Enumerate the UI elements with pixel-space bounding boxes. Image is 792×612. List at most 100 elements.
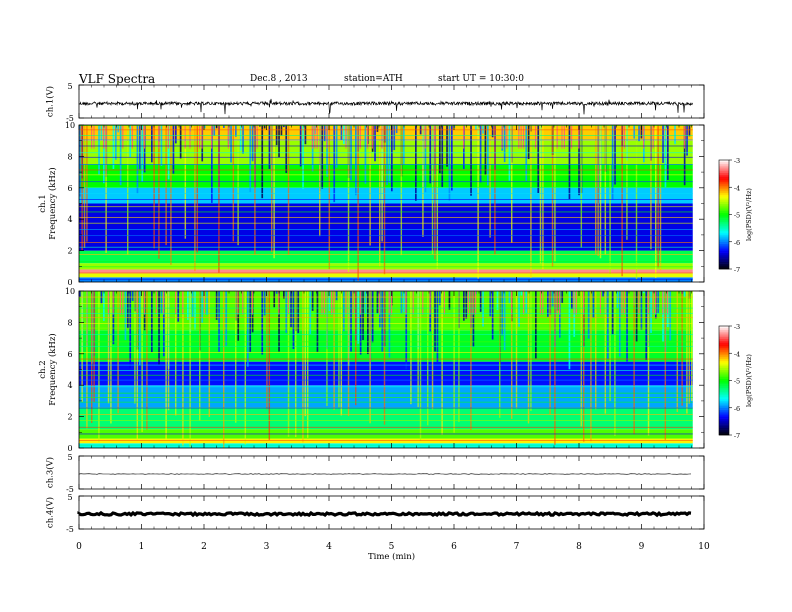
texture-hot [201, 125, 203, 149]
colorbar-step [719, 415, 729, 418]
colorbar-step [719, 433, 729, 436]
colorbar-step [719, 378, 729, 381]
colorbar-step [719, 422, 729, 425]
texture-dark [371, 291, 374, 343]
texture-bright [86, 125, 88, 242]
texture-bright [551, 125, 554, 267]
texture-hline [79, 235, 693, 237]
texture-bright [105, 125, 107, 253]
colorbar-step [719, 395, 729, 398]
texture-bright [635, 125, 638, 280]
texture-dark [350, 291, 352, 352]
spec-ytick-label: 10 [65, 287, 75, 296]
texture-dark [285, 125, 288, 173]
colorbar-step [719, 210, 729, 213]
colorbar-step [719, 376, 729, 379]
texture-bright [614, 291, 616, 436]
spec-ylabel-channel: ch.2 [38, 360, 48, 378]
colorbar-step [719, 382, 729, 385]
texture-dark [496, 291, 499, 311]
texture-dark [323, 125, 326, 142]
texture-bright [595, 125, 597, 254]
colorbar-step [719, 400, 729, 403]
colorbar-step [719, 178, 729, 181]
texture-bright [453, 291, 455, 433]
colorbar-step [719, 355, 729, 358]
texture-hot [463, 125, 465, 149]
texture-hot [443, 291, 445, 315]
texture-dark [441, 125, 444, 188]
texture-hline [79, 164, 693, 165]
texture-hline [79, 246, 693, 248]
texture-dark [167, 125, 170, 180]
colorbar-step [719, 241, 729, 244]
colorbar-step [719, 384, 729, 387]
texture-bright [223, 291, 225, 448]
x-tick-label: 3 [264, 542, 270, 552]
colorbar-step [719, 212, 729, 215]
texture-dark [657, 291, 660, 313]
texture-dark [518, 291, 520, 327]
texture-hline [79, 374, 693, 376]
texture-dark [316, 291, 319, 352]
texture-hot [345, 291, 347, 315]
texture-hot [359, 125, 361, 149]
texture-dark [688, 125, 691, 137]
texture-hline [79, 307, 693, 309]
colorbar-step [719, 396, 729, 399]
x-tick-label: 7 [514, 542, 520, 552]
texture-dark [393, 125, 396, 151]
colorbar-step [719, 229, 729, 232]
texture-bright [436, 125, 439, 269]
texture-hot [326, 125, 328, 149]
spec-ytick-label: 8 [67, 318, 72, 327]
texture-hline [79, 433, 693, 435]
texture-hot [182, 291, 184, 315]
spec-ytick-label: 0 [67, 444, 72, 453]
texture-hot [578, 125, 580, 149]
texture-hot [501, 125, 503, 149]
x-axis-label: Time (min) [368, 551, 415, 562]
texture-dark [491, 291, 494, 340]
colorbar-step [719, 169, 729, 172]
colorbar-tick-label: -3 [734, 157, 740, 165]
texture-dark [160, 125, 163, 166]
colorbar-step [719, 170, 729, 174]
texture-hline [79, 379, 693, 381]
figure-title: VLF Spectra [79, 72, 156, 86]
ch-waveform-line [78, 473, 692, 475]
texture-dark [503, 125, 506, 163]
colorbar-step [719, 192, 729, 195]
texture-dark [194, 291, 196, 330]
colorbar-step [719, 326, 729, 329]
texture-dark [376, 291, 379, 314]
band-3 [79, 263, 693, 270]
texture-hot [143, 125, 145, 149]
spec-ylabel-frequency: Frequency (kHz) [47, 333, 58, 405]
colorbar-step [719, 409, 729, 412]
texture-hot [381, 125, 383, 149]
texture-dark [251, 125, 254, 162]
texture-hline [79, 444, 693, 446]
x-tick-label: 1 [139, 542, 145, 552]
texture-dark [388, 125, 391, 183]
texture-dark [415, 125, 417, 201]
texture-dark [626, 291, 628, 362]
texture-hot [184, 125, 186, 149]
texture-hot [472, 291, 474, 315]
texture-hline [79, 169, 693, 171]
texture-bright [676, 291, 679, 413]
colorbar-step [719, 329, 729, 332]
colorbar-tick-label: -6 [734, 405, 740, 413]
texture-bright [530, 291, 532, 411]
texture-bright [218, 125, 220, 273]
texture-bright [347, 291, 350, 417]
colorbar-step [719, 362, 729, 365]
texture-hline [79, 229, 693, 230]
texture-hot [652, 125, 654, 149]
texture-bright [621, 125, 623, 277]
band-1 [79, 438, 693, 444]
texture-hot [359, 291, 361, 315]
texture-hline [79, 323, 693, 324]
spec-ytick-label: 2 [67, 247, 72, 256]
